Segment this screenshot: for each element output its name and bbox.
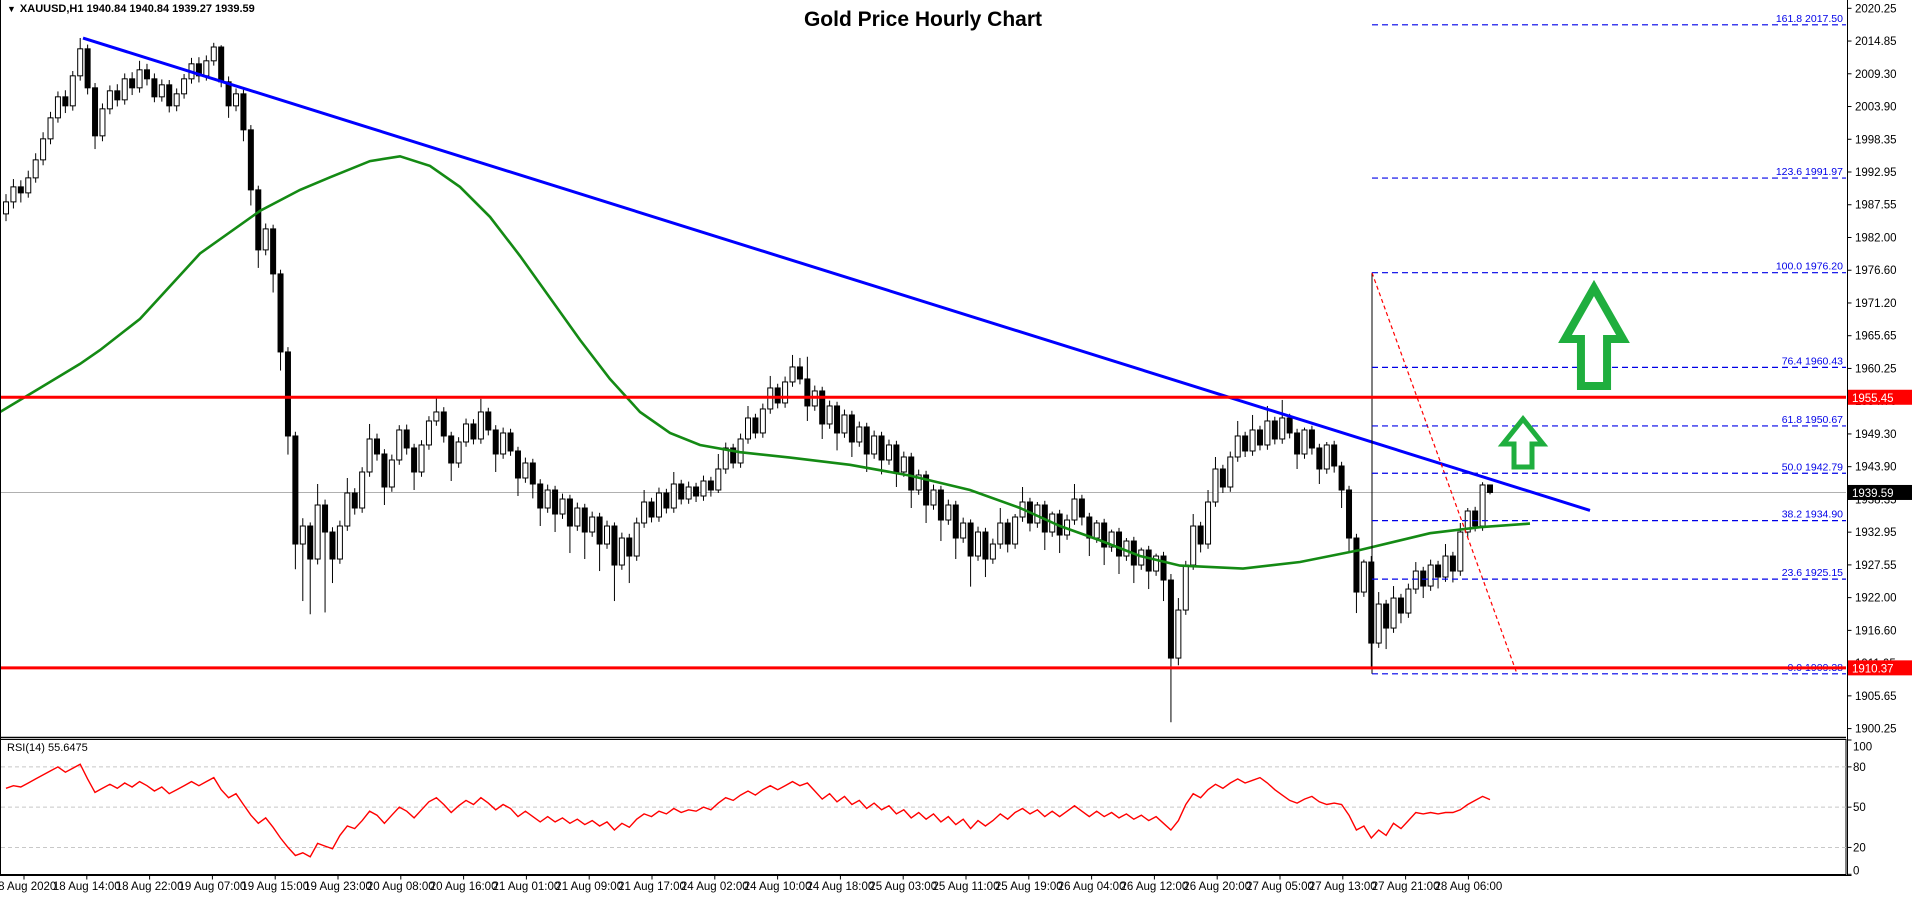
svg-text:1965.65: 1965.65	[1855, 331, 1897, 343]
trendline	[82, 36, 1591, 512]
svg-text:27 Aug 05:00: 27 Aug 05:00	[1246, 881, 1314, 893]
svg-text:1932.95: 1932.95	[1855, 527, 1897, 539]
svg-text:2003.90: 2003.90	[1855, 102, 1897, 114]
svg-text:1982.00: 1982.00	[1855, 232, 1897, 244]
svg-text:21 Aug 09:00: 21 Aug 09:00	[555, 881, 623, 893]
svg-text:1949.30: 1949.30	[1855, 429, 1897, 441]
svg-text:1905.65: 1905.65	[1855, 691, 1897, 703]
svg-text:0: 0	[1853, 866, 1859, 878]
svg-text:2009.30: 2009.30	[1855, 69, 1897, 81]
fibonacci-retracement: 161.8 2017.50 123.6 1991.97 100.0 1976.20 7…	[1371, 13, 1846, 675]
svg-text:61.8 1950.67: 61.8 1950.67	[1782, 414, 1843, 426]
svg-text:21 Aug 17:00: 21 Aug 17:00	[618, 881, 686, 893]
price-tag	[1848, 389, 1912, 405]
svg-text:50.0 1942.79: 50.0 1942.79	[1782, 461, 1843, 473]
price-axis: 2020.25 2014.85 2009.30 2003.90 1998.35 1992.…	[1847, 3, 1912, 736]
price-tag	[1848, 660, 1912, 676]
svg-text:50: 50	[1853, 802, 1866, 814]
svg-text:18 Aug 22:00: 18 Aug 22:00	[116, 881, 184, 893]
symbol-ohlc-text: XAUUSD,H1 1940.84 1940.84 1939.27 1939.5…	[19, 3, 255, 15]
svg-text:80: 80	[1853, 762, 1866, 774]
svg-text:1960.25: 1960.25	[1855, 363, 1897, 375]
chart-title: Gold Price Hourly Chart	[803, 8, 1043, 31]
svg-text:28 Aug 06:00: 28 Aug 06:00	[1435, 881, 1503, 893]
svg-text:100.0 1976.20: 100.0 1976.20	[1776, 261, 1843, 273]
price-tag	[1848, 484, 1912, 500]
svg-text:1927.55: 1927.55	[1855, 560, 1897, 572]
support-resistance-lines	[0, 395, 1846, 670]
svg-text:20 Aug 08:00: 20 Aug 08:00	[367, 881, 435, 893]
svg-text:1900.25: 1900.25	[1855, 724, 1897, 736]
svg-text:24 Aug 10:00: 24 Aug 10:00	[744, 881, 812, 893]
svg-text:38.2 1934.90: 38.2 1934.90	[1782, 509, 1843, 521]
svg-text:1955.45: 1955.45	[1852, 393, 1894, 405]
green-up-arrow-icon	[1558, 279, 1630, 390]
svg-text:1976.60: 1976.60	[1855, 265, 1897, 277]
svg-text:19 Aug 15:00: 19 Aug 15:00	[241, 881, 309, 893]
svg-text:1939.59: 1939.59	[1852, 488, 1894, 500]
svg-text:25 Aug 19:00: 25 Aug 19:00	[995, 881, 1063, 893]
svg-text:24 Aug 02:00: 24 Aug 02:00	[681, 881, 749, 893]
moving-average-line	[0, 154, 1531, 570]
rsi-indicator-label: RSI(14) 55.6475	[7, 742, 88, 754]
svg-text:123.6 1991.97: 123.6 1991.97	[1776, 166, 1843, 178]
svg-text:161.8 2017.50: 161.8 2017.50	[1776, 13, 1843, 25]
svg-text:18 Aug 14:00: 18 Aug 14:00	[53, 881, 121, 893]
svg-text:25 Aug 11:00: 25 Aug 11:00	[933, 881, 1000, 893]
svg-text:27 Aug 13:00: 27 Aug 13:00	[1309, 881, 1377, 893]
symbol-dropdown-icon[interactable]: ▼	[7, 4, 16, 14]
rsi-panel: 100 80 50 20 0	[1, 739, 1872, 878]
svg-text:2014.85: 2014.85	[1855, 36, 1897, 48]
svg-text:100: 100	[1853, 742, 1872, 754]
svg-text:24 Aug 18:00: 24 Aug 18:00	[807, 881, 875, 893]
svg-text:26 Aug 20:00: 26 Aug 20:00	[1183, 881, 1251, 893]
svg-text:2020.25: 2020.25	[1855, 3, 1897, 15]
svg-text:1922.00: 1922.00	[1855, 593, 1897, 605]
svg-text:1987.55: 1987.55	[1855, 200, 1897, 212]
rsi-line	[5, 763, 1491, 858]
svg-text:18 Aug 2020: 18 Aug 2020	[0, 881, 56, 893]
svg-text:1992.95: 1992.95	[1855, 167, 1897, 179]
panel-borders	[0, 0, 1852, 876]
svg-text:26 Aug 12:00: 26 Aug 12:00	[1121, 881, 1189, 893]
svg-text:21 Aug 01:00: 21 Aug 01:00	[493, 881, 561, 893]
symbol-ohlc-label: ▼ XAUUSD,H1 1940.84 1940.84 1939.27 1939.…	[7, 3, 255, 15]
svg-text:19 Aug 23:00: 19 Aug 23:00	[304, 881, 372, 893]
svg-text:1910.37: 1910.37	[1852, 663, 1894, 675]
candlestick-series	[3, 38, 1493, 723]
svg-text:26 Aug 04:00: 26 Aug 04:00	[1058, 881, 1126, 893]
green-up-arrow-icon	[1497, 415, 1549, 470]
svg-text:20: 20	[1853, 842, 1866, 854]
svg-text:1943.90: 1943.90	[1855, 462, 1897, 474]
svg-text:25 Aug 03:00: 25 Aug 03:00	[869, 881, 937, 893]
svg-text:19 Aug 07:00: 19 Aug 07:00	[179, 881, 247, 893]
svg-text:1971.20: 1971.20	[1855, 298, 1897, 310]
svg-text:76.4 1960.43: 76.4 1960.43	[1782, 355, 1843, 367]
up-arrows	[1497, 279, 1630, 470]
svg-text:1916.60: 1916.60	[1855, 625, 1897, 637]
svg-text:20 Aug 16:00: 20 Aug 16:00	[430, 881, 498, 893]
svg-text:1998.35: 1998.35	[1855, 134, 1897, 146]
svg-text:23.6 1925.15: 23.6 1925.15	[1782, 567, 1843, 579]
svg-text:27 Aug 21:00: 27 Aug 21:00	[1372, 881, 1440, 893]
